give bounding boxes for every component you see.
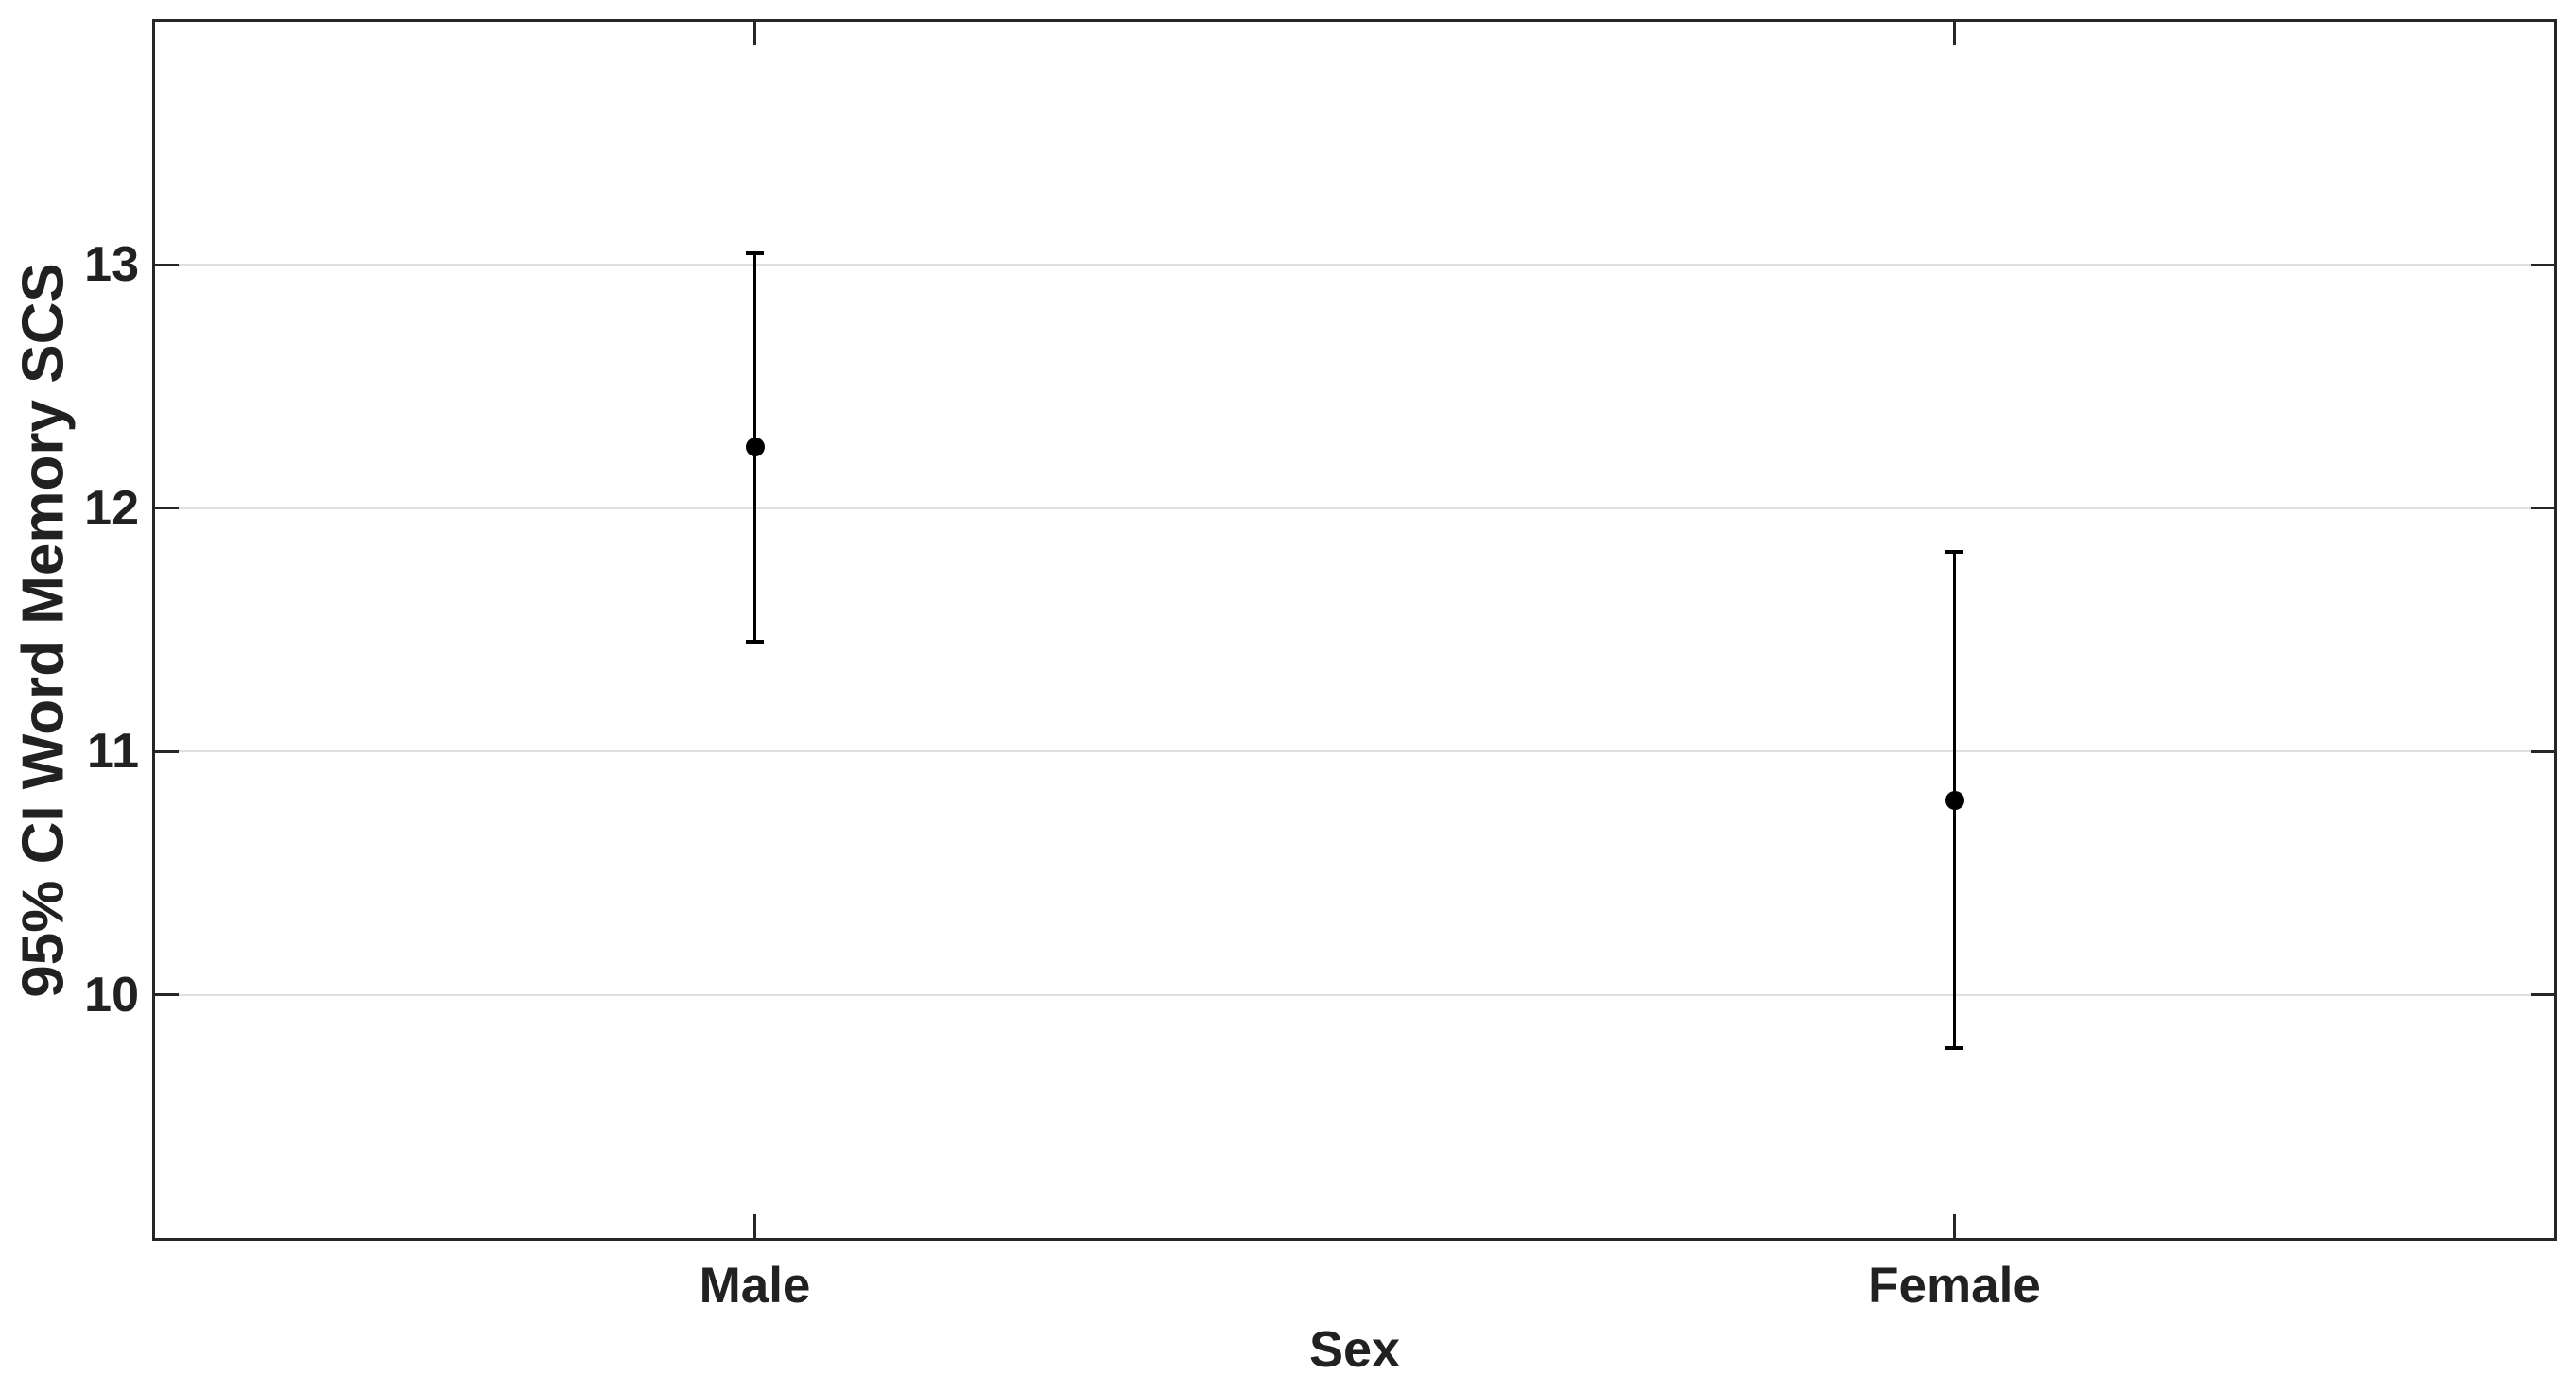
mean-marker bbox=[1945, 790, 1964, 810]
y-axis-title: 95% CI Word Memory SCS bbox=[10, 263, 77, 998]
plot-area bbox=[155, 22, 2554, 1238]
gridline bbox=[155, 993, 2554, 996]
y-tick-label: 12 bbox=[84, 480, 139, 536]
x-tick-mark-top bbox=[1953, 22, 1956, 45]
error-bar-cap-lower bbox=[1945, 1046, 1963, 1051]
error-bar-cap-upper bbox=[1945, 550, 1963, 555]
gridline bbox=[155, 264, 2554, 266]
x-axis-title: Sex bbox=[1308, 1321, 1401, 1378]
y-tick-mark-right bbox=[2531, 749, 2554, 753]
x-tick-mark-bottom bbox=[1953, 1214, 1956, 1238]
y-tick-mark-right bbox=[2531, 263, 2554, 266]
gridline bbox=[155, 507, 2554, 509]
x-tick-label: Male bbox=[699, 1258, 811, 1314]
gridline bbox=[155, 750, 2554, 753]
x-tick-label: Female bbox=[1868, 1258, 2041, 1314]
y-tick-mark-left bbox=[155, 993, 179, 997]
x-tick-mark-bottom bbox=[753, 1214, 756, 1238]
y-tick-label: 10 bbox=[84, 967, 139, 1023]
y-tick-mark-right bbox=[2531, 507, 2554, 510]
y-tick-mark-left bbox=[155, 749, 179, 753]
y-tick-label: 11 bbox=[87, 724, 139, 780]
y-tick-mark-left bbox=[155, 263, 179, 266]
error-bar-cap-lower bbox=[746, 640, 764, 644]
y-tick-mark-right bbox=[2531, 993, 2554, 997]
error-bar-cap-upper bbox=[746, 250, 764, 255]
y-tick-mark-left bbox=[155, 507, 179, 510]
x-tick-mark-top bbox=[753, 22, 756, 45]
y-tick-label: 13 bbox=[84, 237, 139, 293]
mean-marker bbox=[745, 438, 765, 457]
